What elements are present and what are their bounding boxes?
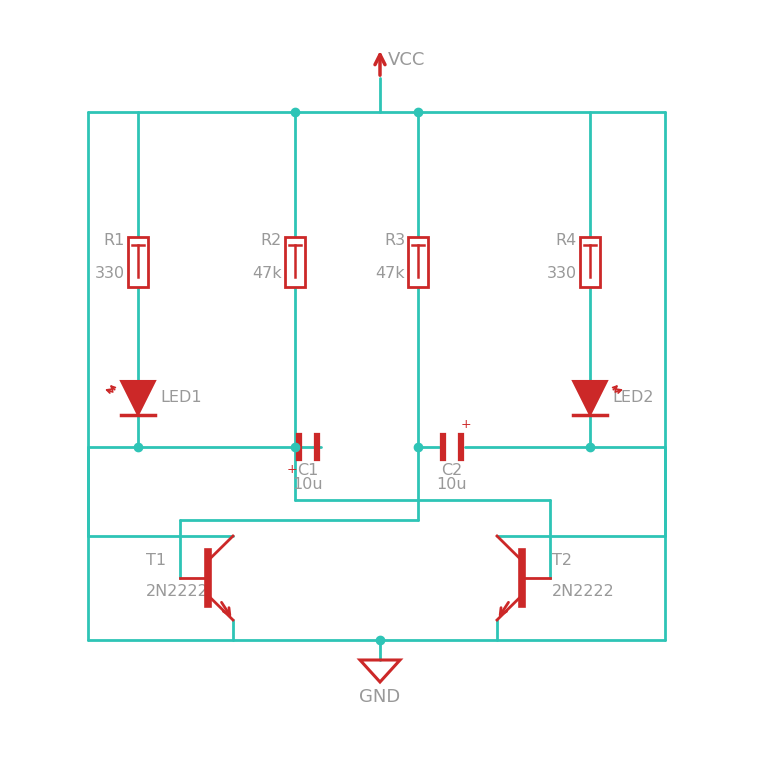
Text: 330: 330 [547, 266, 577, 281]
Text: +: + [461, 418, 472, 431]
Text: 10u: 10u [293, 477, 323, 492]
Text: GND: GND [359, 688, 401, 706]
Text: R4: R4 [556, 233, 577, 248]
Text: 47k: 47k [376, 266, 405, 281]
Polygon shape [121, 381, 155, 415]
Bar [128, 237, 148, 287]
Text: +: + [286, 463, 297, 476]
Polygon shape [573, 381, 607, 415]
Text: 330: 330 [95, 266, 125, 281]
Text: T2: T2 [552, 553, 572, 568]
Text: LED2: LED2 [612, 391, 654, 406]
Text: VCC: VCC [388, 51, 425, 69]
Text: 2N2222: 2N2222 [552, 584, 614, 599]
Text: LED1: LED1 [160, 391, 202, 406]
Text: C2: C2 [442, 463, 462, 478]
Text: 47k: 47k [253, 266, 282, 281]
Bar [285, 237, 305, 287]
Bar [580, 237, 600, 287]
Text: T1: T1 [146, 553, 166, 568]
Text: R1: R1 [104, 233, 125, 248]
Text: R2: R2 [261, 233, 282, 248]
Text: 2N2222: 2N2222 [146, 584, 209, 599]
Text: C1: C1 [297, 463, 319, 478]
Text: R3: R3 [384, 233, 405, 248]
Bar [408, 237, 428, 287]
Text: 10u: 10u [437, 477, 467, 492]
